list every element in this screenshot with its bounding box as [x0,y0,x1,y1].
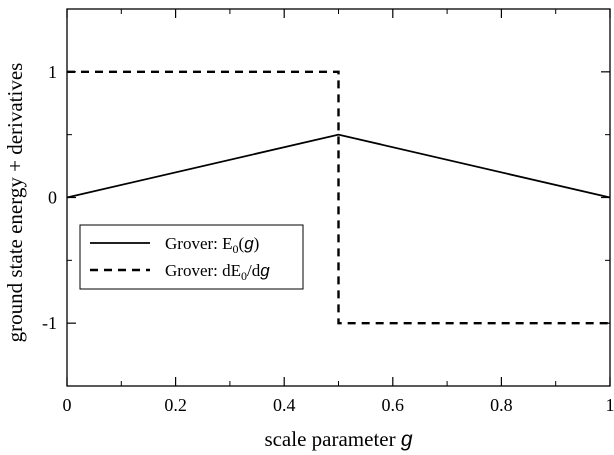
x-tick-label: 0.2 [164,395,187,415]
x-axis-label: scale parameter g [264,427,412,451]
legend-label-derivative: Grover: dE0/dg [165,261,270,283]
legend-label-energy: Grover: E0(g) [165,234,259,256]
x-tick-label: 0.4 [273,395,296,415]
legend-box [79,224,304,290]
x-tick-label: 1 [606,395,614,415]
legend: Grover: E0(g) Grover: dE0/dg [79,224,304,290]
x-tick-label: 0 [63,395,72,415]
x-tick-label: 0.8 [490,395,513,415]
y-axis-label: ground state energy + derivatives [3,63,27,343]
y-tick-label: -1 [42,313,57,333]
plot-frame [66,8,611,387]
series-line-energy [66,133,611,199]
y-tick-label: 1 [48,62,57,82]
x-tick-label: 0.6 [382,395,405,415]
series-line-derivative [67,70,610,325]
series-layer [66,70,611,325]
axis-tick-labels: 0 0.2 0.4 0.6 0.8 1 -1 0 1 [42,62,614,415]
y-tick-label: 0 [48,188,57,208]
